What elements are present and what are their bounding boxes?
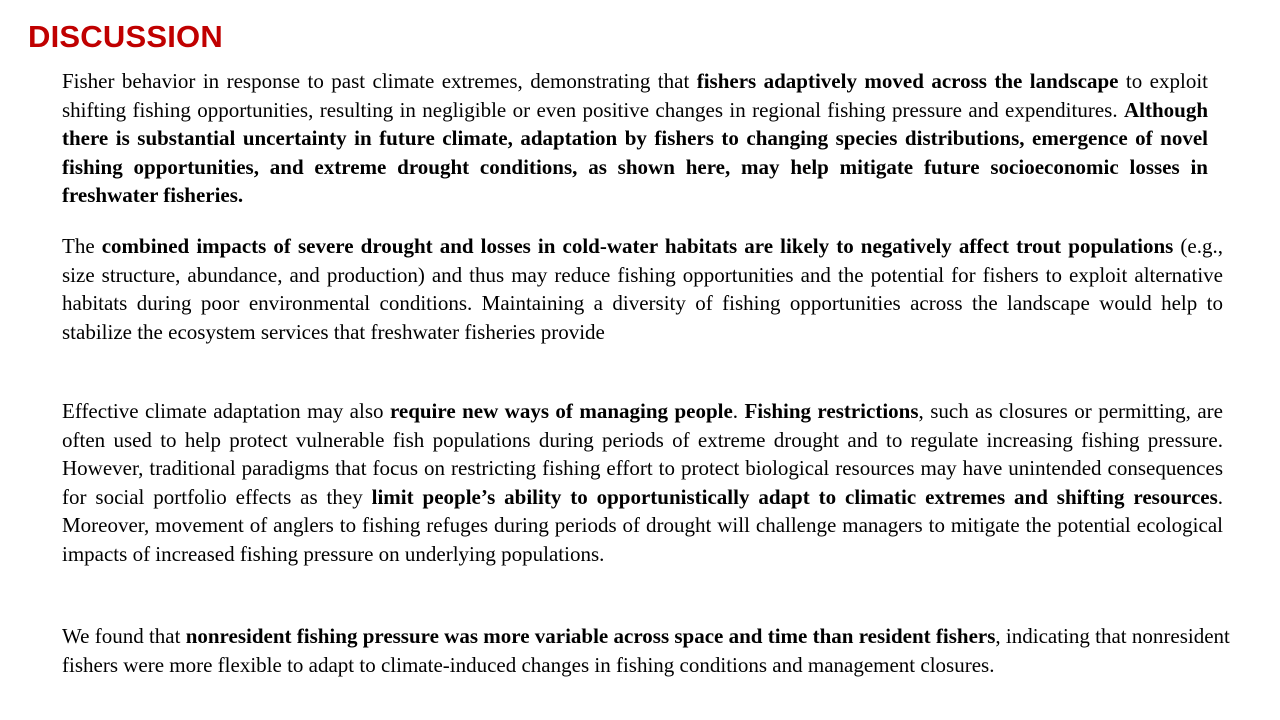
paragraph-fisher-behavior: Fisher behavior in response to past clim… — [62, 67, 1208, 210]
text-segment: The — [62, 234, 102, 258]
text-segment: Fisher behavior in response to past clim… — [62, 69, 697, 93]
text-segment: , such as closures or permitting, are of… — [62, 399, 1223, 509]
text-segment-bold: limit people’s ability to opportunistica… — [371, 484, 1218, 509]
paragraph-nonresident-fishers: We found that nonresident fishing pressu… — [62, 622, 1240, 679]
text-segment: Effective climate adaptation may also — [62, 399, 390, 423]
page-title: DISCUSSION — [28, 19, 223, 54]
text-segment-bold: require new ways of managing people — [389, 399, 733, 423]
text-segment-bold: combined impacts of severe drought and l… — [101, 234, 1174, 258]
text-segment: , indicating that nonresident fishers we… — [62, 624, 1230, 677]
text-segment-bold: Although there is substantial uncertaint… — [62, 97, 1208, 208]
text-segment: We found that — [62, 624, 186, 648]
text-segment: . — [732, 399, 745, 423]
text-segment-bold: fishers adaptively moved across the land… — [696, 69, 1119, 93]
text-segment: . Moreover, movement of anglers to fishi… — [62, 484, 1224, 566]
paragraph-combined-impacts: The combined impacts of severe drought a… — [62, 232, 1223, 346]
text-segment: (e.g., size structure, abundance, and pr… — [62, 234, 1223, 344]
paragraph-climate-adaptation: Effective climate adaptation may also re… — [62, 397, 1223, 569]
text-segment: to exploit shifting fishing opportunitie… — [62, 69, 1208, 122]
text-segment-bold: nonresident fishing pressure was more va… — [185, 624, 996, 648]
text-segment-bold: Fishing restrictions — [744, 399, 919, 423]
